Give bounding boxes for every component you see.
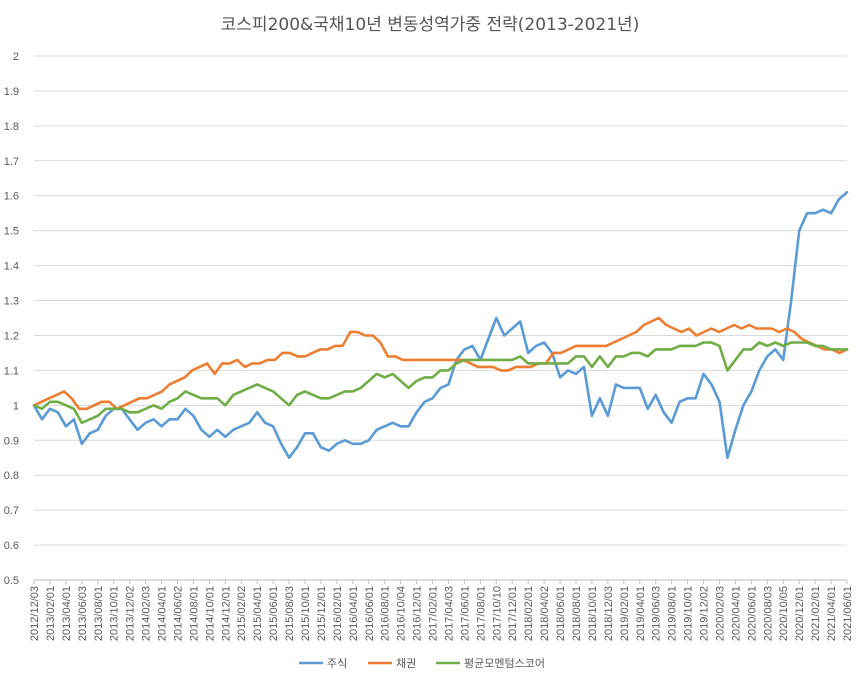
x-tick-label: 2018/10/01 [587, 586, 599, 641]
gridlines [34, 55, 847, 581]
x-tick-label: 2013/02/01 [45, 586, 57, 641]
legend: 주식 채권 평균모멘텀스코어 [299, 657, 545, 670]
legend-label: 채권 [396, 657, 416, 670]
x-tick-label: 2017/06/01 [459, 586, 471, 641]
x-tick-label: 2018/04/02 [539, 586, 551, 641]
chart-title: 코스피200&국채10년 변동성역가중 전략(2013-2021년) [221, 15, 640, 35]
x-axis-ticks: 2012/12/03 2013/02/01 2013/04/01 2013/06/03… [29, 580, 854, 641]
x-tick-label: 2019/04/01 [635, 586, 647, 641]
y-tick-label: 1.9 [4, 86, 19, 98]
y-tick-label: 0.7 [4, 505, 19, 517]
y-tick-label: 1.2 [4, 330, 19, 342]
x-tick-label: 2015/08/03 [284, 586, 296, 641]
y-axis-ticks: 0.5 0.6 0.7 0.8 0.9 1 1.1 1.2 1.3 1.4 1.5 1.6 1.7 1.8… [4, 51, 19, 587]
y-tick-label: 1.6 [4, 191, 19, 203]
x-tick-label: 2015/02/02 [236, 586, 248, 641]
x-tick-label: 2012/12/03 [29, 586, 41, 641]
x-tick-label: 2019/02/01 [619, 586, 631, 641]
x-tick-label: 2020/10/05 [778, 586, 790, 641]
legend-label: 주식 [327, 657, 347, 670]
x-tick-label: 2016/12/01 [412, 586, 424, 641]
x-tick-label: 2015/04/01 [252, 586, 264, 641]
x-tick-label: 2017/10/10 [491, 586, 503, 641]
y-tick-label: 1.3 [4, 296, 19, 308]
x-tick-label: 2015/10/01 [300, 586, 312, 641]
series-line-2 [32, 316, 849, 411]
x-tick-label: 2015/06/01 [268, 586, 280, 641]
x-tick-label: 2014/02/03 [141, 586, 153, 641]
y-tick-label: 2 [13, 51, 19, 63]
x-tick-label: 2017/12/01 [507, 586, 519, 641]
legend-label: 평균모멘텀스코어 [464, 657, 545, 670]
x-tick-label: 2018/06/01 [555, 586, 567, 641]
x-tick-label: 2017/04/03 [443, 586, 455, 641]
y-tick-label: 1 [13, 400, 19, 412]
x-tick-label: 2013/12/02 [125, 586, 137, 641]
x-tick-label: 2018/08/01 [571, 586, 583, 641]
x-tick-label: 2020/06/01 [746, 586, 758, 641]
x-tick-label: 2014/12/01 [220, 586, 232, 641]
x-tick-label: 2017/08/01 [475, 586, 487, 641]
x-tick-label: 2019/06/03 [651, 586, 663, 641]
y-tick-label: 1.4 [4, 261, 19, 273]
x-tick-label: 2016/02/01 [332, 586, 344, 641]
x-tick-label: 2020/12/01 [794, 586, 806, 641]
x-tick-label: 2016/04/01 [348, 586, 360, 641]
y-tick-label: 1.8 [4, 121, 19, 133]
x-tick-label: 2013/06/03 [77, 586, 89, 641]
x-tick-label: 2021/06/01 [842, 586, 854, 641]
x-tick-label: 2021/02/01 [810, 586, 822, 641]
x-tick-label: 2016/06/01 [364, 586, 376, 641]
x-tick-label: 2021/04/01 [826, 586, 838, 641]
y-tick-label: 0.8 [4, 470, 19, 482]
y-tick-label: 1.1 [4, 365, 19, 377]
x-tick-label: 2020/04/01 [730, 586, 742, 641]
x-tick-label: 2020/08/03 [762, 586, 774, 641]
y-tick-label: 0.5 [4, 575, 19, 587]
x-tick-label: 2014/06/02 [172, 586, 184, 641]
x-tick-label: 2019/10/01 [683, 586, 695, 641]
x-tick-label: 2016/08/01 [380, 586, 392, 641]
x-tick-label: 2013/08/01 [93, 586, 105, 641]
x-tick-label: 2020/02/03 [714, 586, 726, 641]
x-tick-label: 2019/12/02 [699, 586, 711, 641]
series-lines [32, 190, 849, 460]
x-tick-label: 2018/02/01 [523, 586, 535, 641]
x-tick-label: 2018/12/03 [603, 586, 615, 641]
y-tick-label: 0.6 [4, 540, 19, 552]
x-tick-label: 2014/04/01 [157, 586, 169, 641]
x-tick-label: 2013/10/01 [109, 586, 121, 641]
x-tick-label: 2017/02/01 [428, 586, 440, 641]
x-tick-label: 2019/08/01 [667, 586, 679, 641]
x-tick-label: 2014/08/01 [188, 586, 200, 641]
x-tick-label: 2013/04/01 [61, 586, 73, 641]
x-tick-label: 2015/12/01 [316, 586, 328, 641]
x-tick-label: 2016/10/04 [396, 586, 408, 641]
x-tick-label: 2014/10/01 [204, 586, 216, 641]
series-line-1 [32, 190, 849, 460]
series-line-3 [32, 341, 849, 425]
y-tick-label: 1.5 [4, 226, 19, 238]
y-tick-label: 1.7 [4, 156, 19, 168]
y-tick-label: 0.9 [4, 435, 19, 447]
